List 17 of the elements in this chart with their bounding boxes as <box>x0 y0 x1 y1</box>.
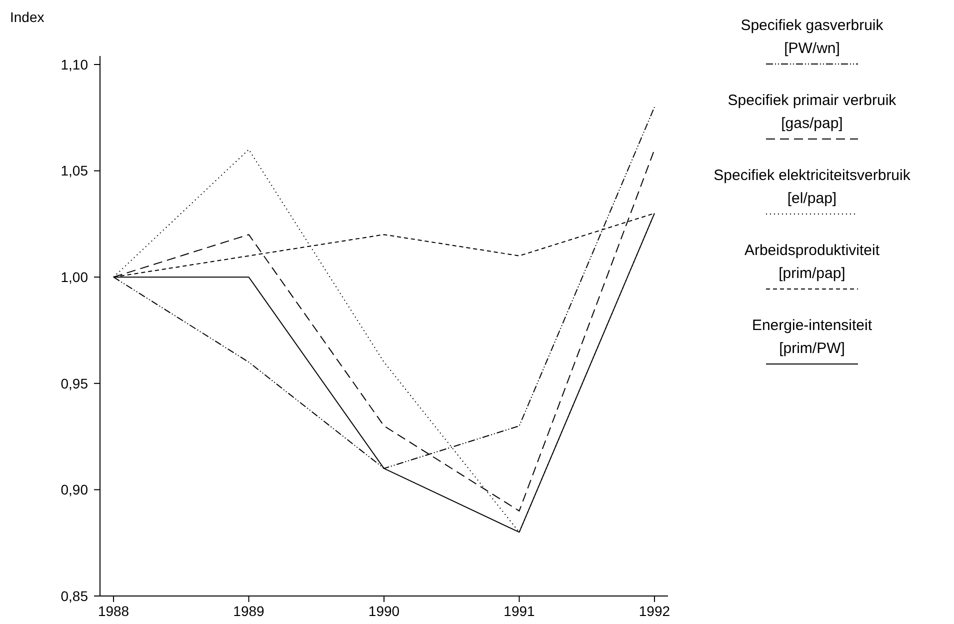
y-tick-label: 1,10 <box>60 56 88 72</box>
x-tick-label: 1988 <box>98 603 130 619</box>
y-axis-title: Index <box>10 9 44 25</box>
text: Arbeidsproduktiviteit [prim/pap] <box>744 242 880 282</box>
text: Specifiek elektriciteitsverbruik [el/pap] <box>714 167 911 207</box>
text: Energie-intensiteit [prim/PW] <box>752 317 873 357</box>
y-tick-label: 1,05 <box>60 162 88 179</box>
text: Specifiek primair verbruik [gas/pap] <box>728 92 897 132</box>
y-tick-label: 0,90 <box>60 482 88 498</box>
x-tick-label: 1991 <box>504 603 536 619</box>
x-tick-label: 1990 <box>368 603 400 619</box>
text: Specifiek gasverbruik [PW/wn] <box>740 17 884 57</box>
y-tick-label: 0,95 <box>60 375 88 392</box>
x-tick-label: 1992 <box>638 603 670 619</box>
x-tick-label: 1989 <box>233 603 265 619</box>
y-tick-label: 1,00 <box>60 269 88 285</box>
y-tick-label: 0,85 <box>60 588 88 604</box>
